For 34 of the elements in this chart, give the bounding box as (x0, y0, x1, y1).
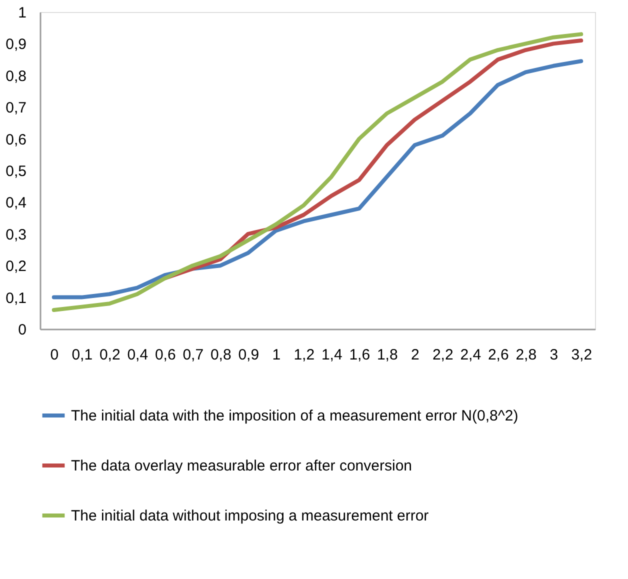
legend-label: The initial data without imposing a measurement error (71, 508, 429, 524)
y-tick-label: 0 (18, 322, 26, 338)
legend-label: The initial data with the imposition of a measurement error N(0,8^2) (71, 408, 518, 424)
y-tick-label: 0,7 (6, 100, 26, 117)
x-tick-label: 1,2 (294, 346, 315, 364)
x-tick-label: 3,2 (571, 346, 592, 364)
x-tick-label: 0,7 (182, 346, 204, 364)
y-tick-label: 0,4 (6, 194, 26, 212)
x-tick-label: 0,8 (210, 346, 232, 364)
x-tick-label: 2,4 (460, 346, 482, 364)
x-tick-label: 2,8 (516, 346, 537, 364)
x-tick-label: 2,2 (432, 346, 454, 364)
x-tick-label: 1,6 (349, 346, 370, 364)
x-tick-label: 1,8 (376, 346, 398, 364)
y-tick-label: 0,2 (6, 258, 26, 276)
y-tick-label: 0,6 (6, 131, 26, 148)
y-tick-label: 0,1 (6, 290, 26, 307)
legend-label: The data overlay measurable error after conversion (71, 458, 412, 474)
y-tick-label: 1 (18, 4, 26, 22)
y-tick-label: 0,5 (6, 163, 26, 180)
x-tick-label: 0,6 (154, 346, 176, 364)
y-tick-label: 0,9 (6, 36, 26, 54)
x-tick-label: 1 (272, 346, 281, 364)
y-tick-label: 0,8 (6, 68, 26, 85)
x-tick-label: 3 (550, 346, 558, 364)
x-tick-label: 0,9 (238, 346, 260, 364)
x-tick-label: 0,4 (127, 346, 148, 364)
x-tick-label: 1,4 (321, 346, 342, 364)
x-tick-label: 0,1 (72, 346, 93, 364)
x-tick-label: 0 (50, 346, 59, 364)
x-tick-label: 2,6 (488, 346, 509, 364)
x-tick-label: 0,2 (99, 346, 120, 364)
y-tick-label: 0,3 (6, 226, 26, 244)
x-tick-label: 2 (410, 346, 420, 364)
